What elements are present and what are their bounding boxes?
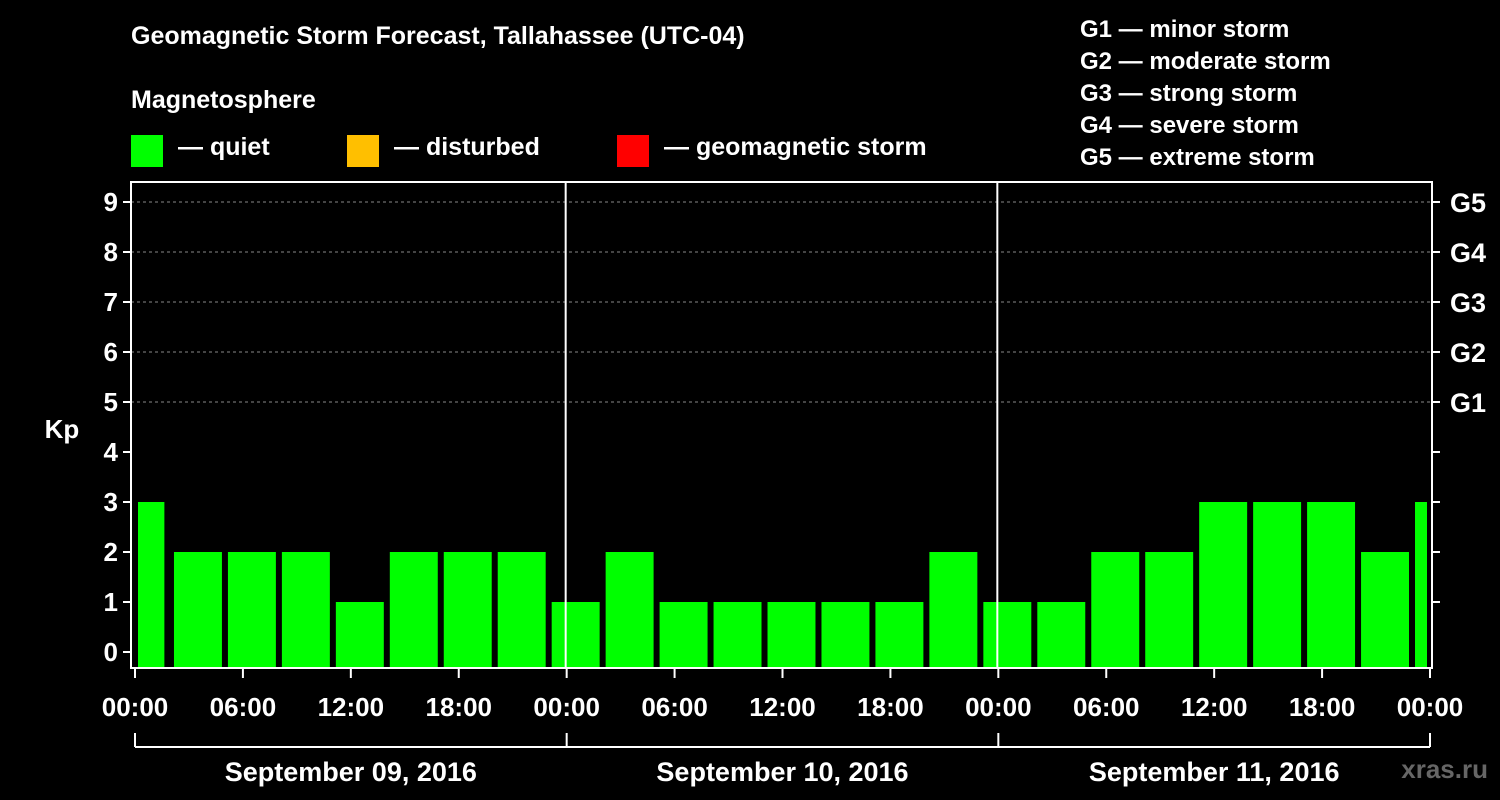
kp-bar-4 bbox=[335, 602, 384, 668]
y-axis-label: Kp bbox=[45, 414, 80, 444]
y-tick-label: 7 bbox=[104, 287, 118, 317]
credit-text: xras.ru bbox=[1401, 754, 1488, 784]
kp-bar-3 bbox=[281, 552, 330, 668]
day-label: September 11, 2016 bbox=[1089, 757, 1340, 787]
x-tick-label: 06:00 bbox=[1073, 692, 1140, 722]
kp-bar-16 bbox=[983, 602, 1032, 668]
y-tick-label: 1 bbox=[104, 587, 118, 617]
legend-swatch-quiet bbox=[131, 135, 163, 167]
legend-swatch-disturbed bbox=[347, 135, 379, 167]
storm-scale-list: G1 — minor storm G2 — moderate storm G3 … bbox=[1080, 14, 1331, 174]
y-tick-label: 9 bbox=[104, 187, 118, 217]
kp-bar-8 bbox=[551, 602, 600, 668]
y-tick-label: 5 bbox=[104, 387, 118, 417]
kp-bar-23 bbox=[1361, 552, 1410, 668]
g-scale-label: G1 bbox=[1450, 388, 1486, 418]
legend-label-quiet: — quiet bbox=[178, 133, 270, 161]
storm-scale-g3: G3 — strong storm bbox=[1080, 80, 1298, 107]
kp-bar-14 bbox=[875, 602, 924, 668]
x-tick-label: 18:00 bbox=[1289, 692, 1356, 722]
x-tick-label: 12:00 bbox=[318, 692, 385, 722]
day-label: September 10, 2016 bbox=[656, 757, 908, 787]
legend-swatch-storm bbox=[617, 135, 649, 167]
chart-title: Geomagnetic Storm Forecast, Tallahassee … bbox=[131, 22, 745, 50]
x-tick-label: 12:00 bbox=[1181, 692, 1248, 722]
g-scale-label: G3 bbox=[1450, 288, 1486, 318]
kp-bar-17 bbox=[1037, 602, 1086, 668]
g-scale-label: G4 bbox=[1450, 238, 1486, 268]
kp-bar-13 bbox=[821, 602, 870, 668]
kp-bar-18 bbox=[1091, 552, 1140, 668]
y-tick-label: 4 bbox=[104, 437, 119, 467]
kp-bar-2 bbox=[227, 552, 276, 668]
storm-scale-g4: G4 — severe storm bbox=[1080, 112, 1299, 139]
y-tick-label: 8 bbox=[104, 237, 118, 267]
day-label: September 09, 2016 bbox=[225, 757, 477, 787]
kp-bar-11 bbox=[713, 602, 762, 668]
magnetosphere-label: Magnetosphere bbox=[131, 86, 316, 114]
x-tick-label: 06:00 bbox=[210, 692, 277, 722]
kp-bar-24 bbox=[1415, 502, 1427, 668]
g-scale-label: G2 bbox=[1450, 338, 1486, 368]
y-tick-label: 0 bbox=[104, 637, 118, 667]
y-tick-label: 6 bbox=[104, 337, 118, 367]
kp-bar-9 bbox=[605, 552, 654, 668]
x-tick-label: 12:00 bbox=[749, 692, 816, 722]
kp-bar-20 bbox=[1199, 502, 1248, 668]
y-tick-label: 2 bbox=[104, 537, 118, 567]
kp-bar-15 bbox=[929, 552, 978, 668]
kp-bar-10 bbox=[659, 602, 708, 668]
x-tick-label: 06:00 bbox=[641, 692, 708, 722]
storm-scale-g5: G5 — extreme storm bbox=[1080, 144, 1315, 171]
x-tick-label: 00:00 bbox=[533, 692, 600, 722]
kp-bar-1 bbox=[173, 552, 222, 668]
x-tick-label: 00:00 bbox=[1397, 692, 1464, 722]
kp-bar-12 bbox=[767, 602, 816, 668]
kp-bar-5 bbox=[389, 552, 438, 668]
kp-bar-19 bbox=[1145, 552, 1194, 668]
x-tick-label: 18:00 bbox=[857, 692, 924, 722]
storm-scale-g2: G2 — moderate storm bbox=[1080, 48, 1331, 75]
storm-scale-g1: G1 — minor storm bbox=[1080, 16, 1290, 43]
y-tick-label: 3 bbox=[104, 487, 118, 517]
legend-label-disturbed: — disturbed bbox=[394, 133, 540, 161]
kp-bar-22 bbox=[1307, 502, 1356, 668]
kp-bar-6 bbox=[443, 552, 492, 668]
kp-bar-21 bbox=[1253, 502, 1302, 668]
legend-label-storm: — geomagnetic storm bbox=[664, 133, 927, 161]
g-scale-label: G5 bbox=[1450, 188, 1486, 218]
x-tick-label: 00:00 bbox=[965, 692, 1032, 722]
kp-bar-0 bbox=[138, 502, 165, 668]
x-tick-label: 18:00 bbox=[426, 692, 493, 722]
x-tick-label: 00:00 bbox=[102, 692, 169, 722]
kp-bar-7 bbox=[497, 552, 546, 668]
